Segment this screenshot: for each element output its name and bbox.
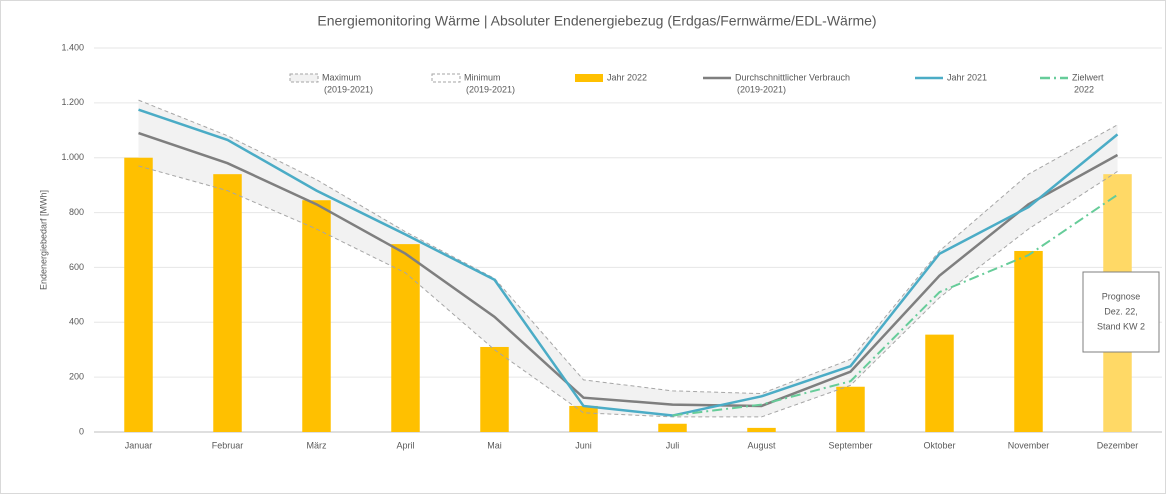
legend-label: Durchschnittlicher Verbrauch bbox=[735, 72, 850, 82]
y-tick-label: 400 bbox=[69, 317, 84, 327]
bar bbox=[658, 423, 687, 432]
legend-note: 2022 bbox=[1074, 84, 1094, 94]
x-tick-label: Mai bbox=[487, 440, 502, 450]
legend-swatch bbox=[431, 73, 461, 83]
line-band_max bbox=[138, 99, 1118, 395]
x-tick-label: Februar bbox=[212, 440, 244, 450]
bar bbox=[747, 427, 776, 432]
bar bbox=[302, 200, 331, 432]
legend-swatch bbox=[289, 73, 319, 83]
annotation-text: Prognose bbox=[1102, 291, 1141, 301]
annotation-box bbox=[1082, 271, 1160, 353]
bar bbox=[391, 244, 420, 432]
line-dashdot bbox=[672, 193, 1119, 417]
y-tick-label: 1.000 bbox=[61, 152, 84, 162]
bar bbox=[569, 405, 598, 432]
line-line bbox=[138, 131, 1119, 408]
legend-note: (2019-2021) bbox=[324, 84, 373, 94]
x-tick-label: Juli bbox=[666, 440, 680, 450]
legend-label: Jahr 2022 bbox=[607, 72, 647, 82]
bar bbox=[836, 386, 865, 432]
legend-label: Jahr 2021 bbox=[947, 72, 987, 82]
x-tick-label: Januar bbox=[125, 440, 153, 450]
y-tick-label: 200 bbox=[69, 372, 84, 382]
legend-note: (2019-2021) bbox=[466, 84, 515, 94]
legend-label: Minimum bbox=[464, 72, 501, 82]
legend-label: Maximum bbox=[322, 72, 361, 82]
line-line bbox=[138, 108, 1119, 417]
bar bbox=[213, 174, 242, 432]
legend-swatch bbox=[575, 74, 603, 82]
y-tick-label: 1.400 bbox=[61, 42, 84, 52]
bar bbox=[925, 334, 954, 432]
y-tick-label: 800 bbox=[69, 207, 84, 217]
x-tick-label: November bbox=[1008, 440, 1050, 450]
annotation-text: Dez. 22, bbox=[1104, 306, 1138, 316]
legend-note: (2019-2021) bbox=[737, 84, 786, 94]
bar bbox=[124, 157, 153, 432]
bar bbox=[480, 346, 509, 432]
y-tick-label: 600 bbox=[69, 262, 84, 272]
x-tick-label: Juni bbox=[575, 440, 592, 450]
bar bbox=[1014, 250, 1043, 432]
legend-label: Zielwert bbox=[1072, 72, 1104, 82]
x-tick-label: Oktober bbox=[923, 440, 955, 450]
y-tick-label: 0 bbox=[79, 426, 84, 436]
x-tick-label: August bbox=[747, 440, 776, 450]
x-tick-label: März bbox=[307, 440, 327, 450]
annotation-text: Stand KW 2 bbox=[1097, 321, 1145, 331]
y-axis-label: Endenergiebedarf [MWh] bbox=[38, 190, 48, 290]
chart-title: Energiemonitoring Wärme | Absoluter Ende… bbox=[317, 13, 876, 29]
y-tick-label: 1.200 bbox=[61, 97, 84, 107]
x-tick-label: Dezember bbox=[1097, 440, 1139, 450]
x-tick-label: April bbox=[396, 440, 414, 450]
x-tick-label: September bbox=[828, 440, 872, 450]
